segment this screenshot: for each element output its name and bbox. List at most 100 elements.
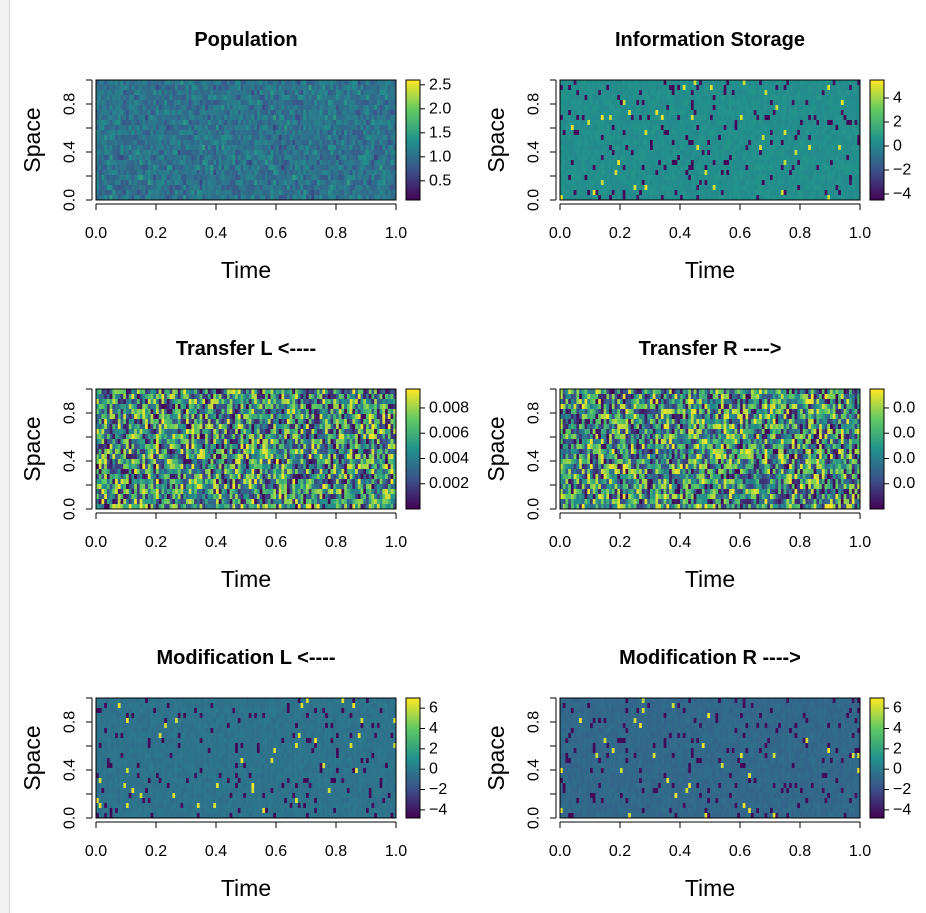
heatmap-cell: [235, 150, 238, 155]
heatmap-cell: [702, 165, 705, 170]
heatmap-cell: [754, 85, 757, 90]
heatmap-cell: [344, 125, 347, 130]
heatmap-cell: [620, 165, 623, 170]
heatmap-cell: [115, 110, 118, 115]
heatmap-cell: [721, 120, 724, 125]
heatmap-cell: [112, 110, 115, 115]
heatmap-cell: [156, 180, 159, 185]
heatmap-cell: [713, 125, 716, 130]
heatmap-cell: [385, 100, 388, 105]
heatmap-cell: [685, 85, 688, 90]
heatmap-cell: [579, 95, 582, 100]
heatmap-cell: [202, 125, 205, 130]
heatmap-cell: [745, 115, 748, 120]
heatmap-cell: [705, 95, 708, 100]
heatmap-cell: [754, 135, 757, 140]
heatmap-cell: [636, 190, 639, 195]
heatmap-cell: [715, 100, 718, 105]
heatmap-cell: [724, 155, 727, 160]
heatmap-cell: [726, 110, 729, 115]
heatmap-cell: [677, 160, 680, 165]
heatmap-cell: [650, 120, 653, 125]
heatmap-cell: [366, 85, 369, 90]
heatmap-cell: [598, 170, 601, 175]
heatmap-cell: [587, 85, 590, 90]
heatmap-cell: [595, 140, 598, 145]
heatmap-cell: [628, 160, 631, 165]
heatmap-cell: [159, 170, 162, 175]
heatmap-cell: [118, 120, 121, 125]
heatmap-cell: [241, 85, 244, 90]
heatmap-cell: [268, 190, 271, 195]
heatmap-cell: [191, 165, 194, 170]
heatmap-cell: [325, 90, 328, 95]
heatmap-cell: [773, 105, 776, 110]
heatmap-cell: [631, 125, 634, 130]
heatmap-cell: [363, 90, 366, 95]
heatmap-cell: [639, 110, 642, 115]
heatmap-cell: [336, 180, 339, 185]
heatmap-cell: [175, 190, 178, 195]
heatmap-cell: [325, 190, 328, 195]
heatmap-cell: [767, 165, 770, 170]
heatmap-cell: [211, 130, 214, 135]
heatmap-cell: [696, 165, 699, 170]
heatmap-cell: [669, 110, 672, 115]
heatmap-cell: [707, 105, 710, 110]
heatmap-cell: [702, 145, 705, 150]
heatmap-cell: [762, 90, 765, 95]
heatmap-cell: [737, 115, 740, 120]
heatmap-cell: [131, 140, 134, 145]
heatmap-cell: [99, 190, 102, 195]
heatmap-cell: [170, 170, 173, 175]
heatmap-cell: [358, 100, 361, 105]
heatmap-cell: [268, 130, 271, 135]
heatmap-cell: [107, 120, 110, 125]
heatmap-cell: [366, 185, 369, 190]
heatmap-cell: [153, 165, 156, 170]
heatmap-cell: [795, 95, 798, 100]
heatmap-cell: [170, 140, 173, 145]
heatmap-cell: [181, 170, 184, 175]
heatmap-cell: [311, 185, 314, 190]
heatmap-cell: [683, 120, 686, 125]
heatmap-cell: [238, 95, 241, 100]
heatmap-cell: [142, 190, 145, 195]
heatmap-cell: [688, 95, 691, 100]
heatmap-cell: [639, 155, 642, 160]
heatmap-cell: [795, 100, 798, 105]
heatmap-cell: [311, 155, 314, 160]
heatmap-cell: [803, 145, 806, 150]
heatmap-cell: [735, 135, 738, 140]
heatmap-cell: [311, 110, 314, 115]
heatmap-cell: [211, 175, 214, 180]
heatmap-cell: [369, 145, 372, 150]
heatmap-cell: [110, 80, 113, 85]
heatmap-cell: [604, 190, 607, 195]
heatmap-cell: [784, 140, 787, 145]
heatmap-cell: [328, 155, 331, 160]
heatmap-cell: [576, 165, 579, 170]
heatmap-cell: [726, 95, 729, 100]
heatmap-cell: [257, 110, 260, 115]
heatmap-cell: [631, 120, 634, 125]
heatmap-cell: [137, 145, 140, 150]
heatmap-cell: [99, 115, 102, 120]
heatmap-cell: [333, 95, 336, 100]
heatmap-cell: [134, 80, 137, 85]
heatmap-cell: [331, 170, 334, 175]
heatmap-cell: [792, 165, 795, 170]
heatmap-cell: [715, 185, 718, 190]
heatmap-cell: [661, 100, 664, 105]
heatmap-cell: [235, 145, 238, 150]
heatmap-cell: [582, 85, 585, 90]
heatmap-cell: [797, 160, 800, 165]
heatmap-cell: [361, 150, 364, 155]
heatmap-cell: [669, 185, 672, 190]
heatmap-cell: [235, 130, 238, 135]
heatmap-cell: [696, 90, 699, 95]
heatmap-cell: [107, 135, 110, 140]
heatmap-cell: [355, 125, 358, 130]
heatmap-cell: [579, 170, 582, 175]
heatmap-cell: [585, 185, 588, 190]
